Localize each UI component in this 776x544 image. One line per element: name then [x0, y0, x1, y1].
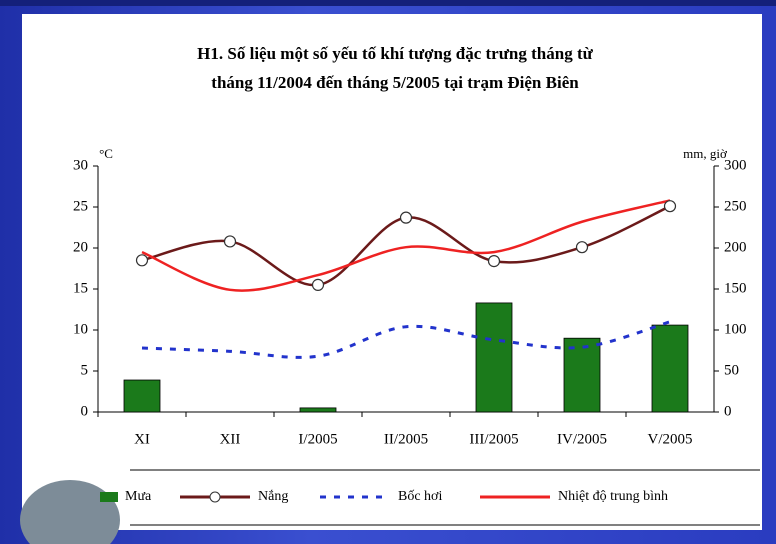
y2-tick-label: 250: [724, 198, 747, 214]
y-tick-label: 10: [73, 321, 88, 337]
chart-title: H1. Số liệu một số yếu tố khí tượng đặc …: [197, 44, 593, 63]
bar: [475, 302, 513, 413]
y-axis-label: °C: [99, 146, 113, 161]
legend-label: Nhiệt độ trung bình: [558, 489, 668, 504]
y2-tick-label: 150: [724, 280, 747, 296]
chart-area: [22, 14, 762, 530]
line: [141, 199, 671, 292]
y2-tick-label: 50: [724, 362, 739, 378]
marker: [663, 200, 677, 213]
y2-tick-label: 200: [724, 239, 747, 255]
legend-label: Mưa: [125, 489, 152, 504]
x-tick-label: IV/2005: [557, 431, 607, 447]
y-tick-label: 0: [81, 403, 89, 419]
bar: [563, 337, 601, 413]
marker: [575, 241, 589, 254]
x-tick-label: XI: [134, 431, 150, 447]
marker: [311, 278, 325, 291]
y-tick-label: 20: [73, 239, 88, 255]
legend-swatch: [100, 492, 118, 502]
bar: [299, 407, 337, 413]
line: [141, 320, 671, 359]
y2-axis-label: mm, giờ: [683, 146, 728, 161]
bar: [123, 379, 161, 413]
marker: [223, 235, 237, 248]
marker: [399, 211, 413, 224]
x-tick-label: III/2005: [469, 431, 518, 447]
y-tick-label: 25: [73, 198, 88, 214]
y2-tick-label: 0: [724, 403, 732, 419]
top-bar: [0, 0, 776, 6]
x-tick-label: II/2005: [384, 431, 428, 447]
marker: [135, 254, 149, 267]
y-tick-label: 30: [73, 157, 88, 173]
x-tick-label: V/2005: [648, 431, 693, 447]
legend-label: Bốc hơi: [398, 489, 442, 504]
x-tick-label: XII: [220, 431, 241, 447]
chart-title: tháng 11/2004 đến tháng 5/2005 tại trạm …: [211, 73, 579, 92]
y2-tick-label: 100: [724, 321, 747, 337]
marker: [487, 255, 501, 268]
y-tick-label: 5: [81, 362, 89, 378]
legend-marker: [209, 491, 221, 503]
image: [20, 480, 120, 544]
y-tick-label: 15: [73, 280, 88, 296]
x-tick-label: I/2005: [298, 431, 337, 447]
legend-label: Nắng: [258, 489, 288, 504]
bar: [651, 324, 689, 413]
y2-tick-label: 300: [724, 157, 747, 173]
